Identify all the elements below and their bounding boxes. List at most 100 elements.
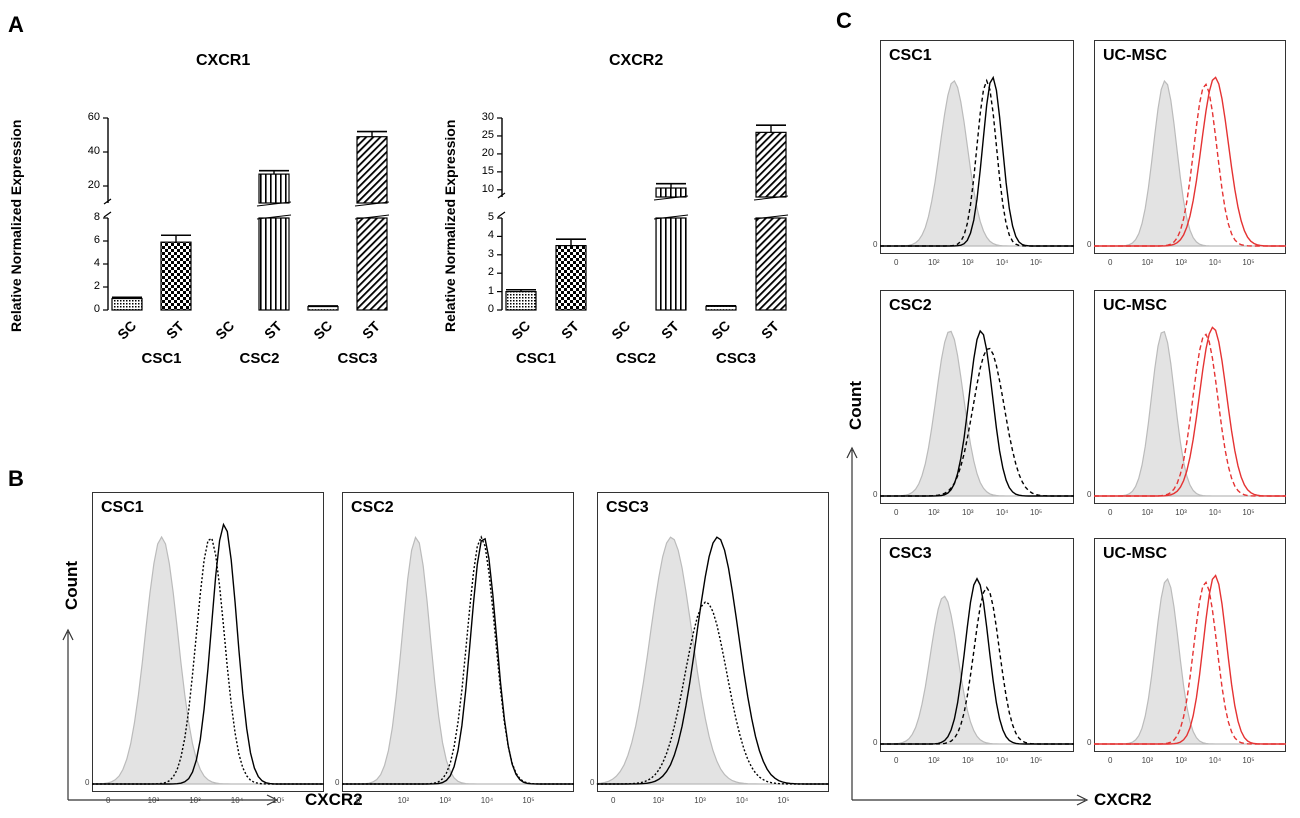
y-zero-tick: 0 <box>873 490 878 499</box>
y-tick-label: 1 <box>487 284 494 297</box>
y-tick-label: 40 <box>87 145 100 157</box>
isotype-histogram <box>1094 577 1286 745</box>
y-zero-tick: 0 <box>590 778 595 787</box>
x-tick-label: 10² <box>1141 508 1154 517</box>
x-tick-label: 10⁵ <box>1242 508 1255 517</box>
histogram-title: CSC2 <box>351 499 394 516</box>
x-tick-label: 10² <box>928 258 940 267</box>
x-tick-label: 10⁴ <box>230 796 244 805</box>
histogram-title: CSC1 <box>101 499 144 516</box>
x-tick-label: 10³ <box>962 258 974 267</box>
x-tick-label: 10³ <box>1175 258 1187 267</box>
isotype-histogram <box>1094 79 1286 247</box>
group-label: CSC3 <box>716 350 757 367</box>
x-tick-label: 10³ <box>439 796 451 805</box>
x-tick-label: 10² <box>397 796 410 805</box>
x-tick-label: 10⁴ <box>996 508 1009 517</box>
bar-upper-part <box>356 136 388 204</box>
x-tick-label: 10⁵ <box>1242 258 1255 267</box>
y-tick-label: 6 <box>93 234 100 246</box>
histogram-plot <box>1094 574 1286 745</box>
bar-upper-part <box>258 173 290 204</box>
x-tick-label: 0 <box>611 796 616 805</box>
flow-b-x-label: CXCR2 <box>305 790 363 809</box>
y-tick-label: 60 <box>87 111 100 123</box>
histogram-title: UC-MSC <box>1103 297 1167 314</box>
histogram-curve-solid <box>880 75 1074 247</box>
x-tick-label: 10⁴ <box>996 756 1009 765</box>
histogram-panel: UC-MSC <box>1094 538 1286 752</box>
y-tick-label: 5 <box>487 211 494 223</box>
bar-lower-part <box>356 217 388 311</box>
panel-letter-c: C <box>836 8 852 33</box>
x-tick-label: 10³ <box>1175 756 1187 765</box>
x-tick-label: 10⁴ <box>1208 756 1222 765</box>
histogram-panel: UC-MSC <box>1094 290 1286 504</box>
x-tick-label: 10³ <box>189 796 201 805</box>
x-tick-label: 10³ <box>1175 508 1187 517</box>
x-tick-label: 10² <box>147 796 160 805</box>
histogram-plot <box>880 75 1074 247</box>
flow-c-y-label: Count <box>846 380 865 430</box>
histogram-curve-dashed <box>342 535 574 785</box>
y-zero-tick: 0 <box>873 738 878 747</box>
histogram-title: UC-MSC <box>1103 47 1167 64</box>
x-tick-label: 10⁵ <box>1030 756 1043 765</box>
isotype-histogram <box>880 595 1074 745</box>
histogram-panel: CSC2 <box>342 492 574 792</box>
x-tick-label: 10⁵ <box>1030 258 1043 267</box>
group-label: CSC3 <box>337 350 378 367</box>
y-zero-tick: 0 <box>873 240 878 249</box>
x-tick-label: 10⁴ <box>735 796 749 805</box>
y-tick-label: 20 <box>481 146 494 159</box>
histogram-title: CSC1 <box>889 47 932 64</box>
x-tick-label: 10³ <box>962 756 974 765</box>
x-tick-label: 10⁴ <box>1208 508 1222 517</box>
histogram-curve-solid <box>1094 76 1286 247</box>
x-tick-label: 10² <box>652 796 665 805</box>
x-tick-label: 0 <box>1108 756 1113 765</box>
y-tick-label: 8 <box>93 211 100 223</box>
isotype-histogram <box>1094 330 1286 497</box>
x-tick-label: 0 <box>106 796 111 805</box>
y-tick-label: 4 <box>487 229 494 242</box>
bar-upper-part <box>755 131 787 198</box>
flow-c-x-label: CXCR2 <box>1094 790 1152 809</box>
histogram-plot <box>1094 76 1286 247</box>
x-tick-label: 0 <box>894 756 899 765</box>
group-label: CSC2 <box>616 350 657 367</box>
y-tick-label: 2 <box>487 266 494 279</box>
histogram-curve-solid <box>880 577 1074 745</box>
x-tick-label: 0 <box>1108 508 1113 517</box>
x-tick-label: 10⁵ <box>272 796 285 805</box>
x-tick-label: 10² <box>1141 756 1154 765</box>
group-label: CSC2 <box>239 350 280 367</box>
x-tick-label: 10⁴ <box>1208 258 1222 267</box>
y-tick-label: 4 <box>93 257 100 269</box>
y-tick-label: 0 <box>93 303 100 315</box>
y-tick-label: 2 <box>93 280 100 292</box>
x-tick-label: 0 <box>356 796 361 805</box>
histogram-curve-solid <box>880 329 1074 497</box>
y-zero-tick: 0 <box>1087 738 1092 747</box>
x-tick-label: 10⁵ <box>1242 756 1255 765</box>
y-tick-label: 3 <box>487 247 494 260</box>
x-tick-label: 0 <box>894 508 899 517</box>
x-tick-label: 10² <box>928 756 940 765</box>
histogram-title: UC-MSC <box>1103 545 1167 562</box>
x-tick-label: 10⁵ <box>1030 508 1043 517</box>
histogram-plot <box>596 536 829 785</box>
x-tick-label: 10³ <box>962 508 974 517</box>
axis-break-gap <box>258 204 290 217</box>
y-zero-tick: 0 <box>1087 240 1092 249</box>
bar-lower-part <box>258 217 290 311</box>
histogram-panel: CSC2 <box>880 290 1074 504</box>
x-tick-label: 10² <box>1141 258 1154 267</box>
panel-letter-b: B <box>8 466 24 491</box>
x-tick-label: 10² <box>928 508 940 517</box>
histogram-plot <box>880 577 1074 745</box>
